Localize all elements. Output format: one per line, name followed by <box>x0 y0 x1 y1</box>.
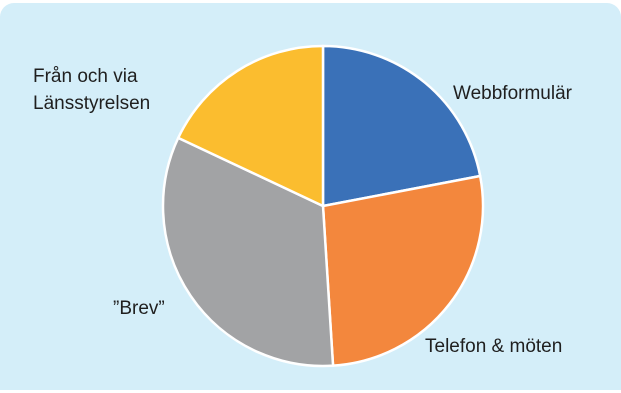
slice-brev <box>161 136 335 368</box>
chart-panel: Webbformulär Telefon & möten ”Brev” Från… <box>0 3 621 390</box>
slice-telefon-moten <box>321 174 485 367</box>
pie-chart <box>161 44 485 368</box>
pie-slices <box>161 44 485 368</box>
slice-fran-och-via-lansstyrelsen <box>176 44 325 208</box>
slice-webbformular <box>321 44 482 208</box>
slice-label-webbformular: Webbformulär <box>453 83 572 104</box>
slice-label-fran-och-via-lansstyrelsen: Från och via Länsstyrelsen <box>33 66 151 114</box>
slice-label-telefon-moten: Telefon & möten <box>425 336 563 357</box>
slice-label-brev: ”Brev” <box>113 298 165 319</box>
